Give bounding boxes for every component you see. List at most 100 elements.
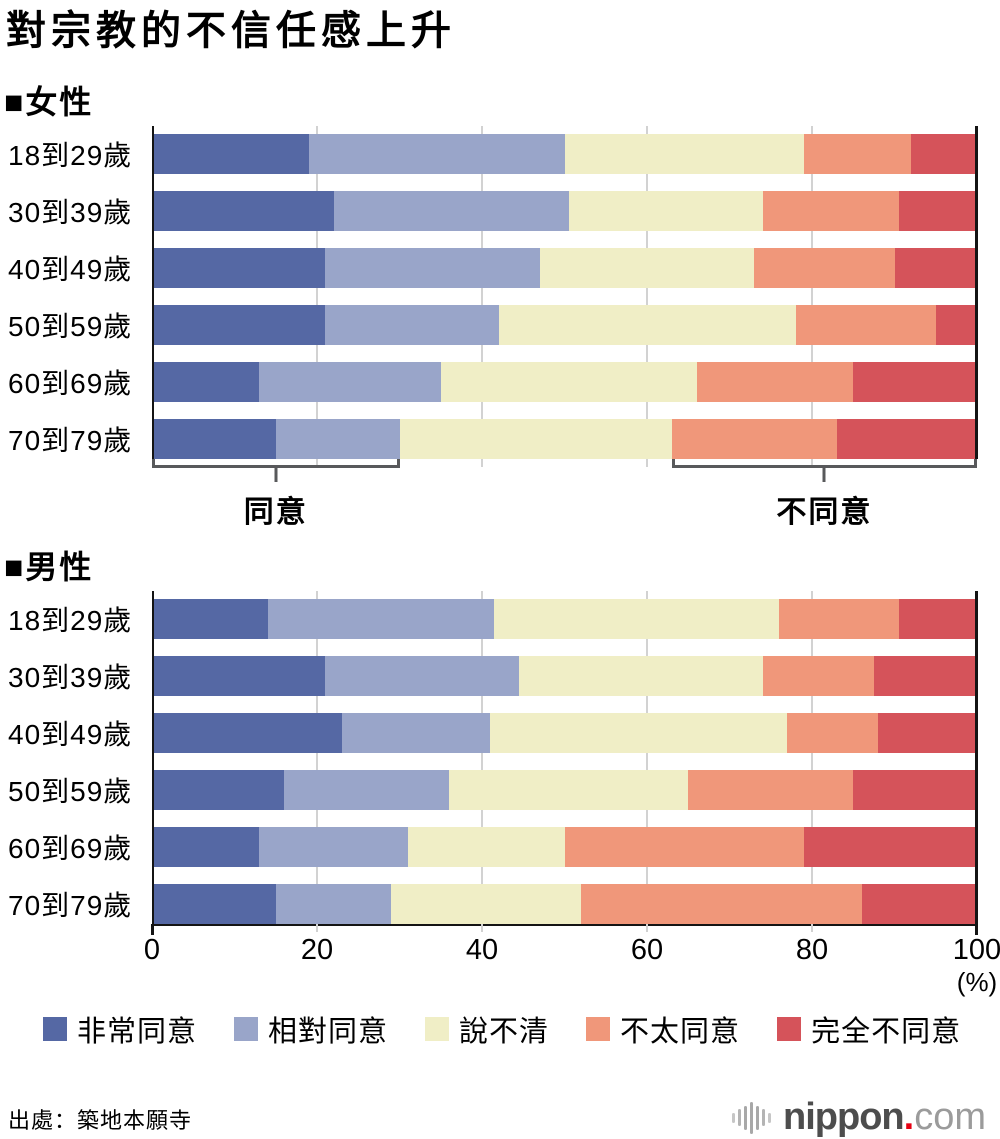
tick-label-0: 0 <box>143 934 161 966</box>
page-title: 對宗教的不信任感上升 <box>6 9 456 53</box>
source-text: 出處：築地本願寺 <box>8 1108 193 1133</box>
female-age-labels: 18到29歲 30到39歲 40到49歲 50到59歲 60到69歲 70到79歲 <box>0 126 152 459</box>
male-chart: 18到29歲 30到39歲 40到49歲 50到59歲 60到69歲 70到79歲 <box>0 591 1000 935</box>
male-section: ■男性 18到29歲 30到39歲 40到49歲 50到59歲 60到69歲 70到79歲… <box>0 549 1000 998</box>
bar-segment <box>152 827 260 867</box>
bar-segment <box>878 713 977 753</box>
disagree-bracket-tick <box>822 465 826 482</box>
bar-segment <box>152 305 326 345</box>
legend-swatch <box>777 1017 802 1041</box>
bar-segment <box>898 191 977 231</box>
bar-segment <box>762 191 899 231</box>
legend-label: 不太同意 <box>620 1016 741 1048</box>
bar-segment <box>341 713 491 753</box>
age-label: 18到29歲 <box>8 140 133 171</box>
bar-segment <box>152 599 268 639</box>
bar-segment <box>325 305 499 345</box>
gridlines <box>152 591 977 932</box>
gridline-40 <box>481 126 483 467</box>
tick-label-80: 80 <box>795 934 829 966</box>
age-label: 50到59歲 <box>8 311 133 342</box>
tick-label-100: 100 <box>952 934 1000 966</box>
legend-swatch <box>43 1017 67 1041</box>
female-section: ■女性 18到29歲 30到39歲 40到49歲 50到59歲 60到69歲 70到79歲… <box>0 84 1000 533</box>
legend-label: 完全不同意 <box>811 1016 962 1048</box>
bar-segment <box>267 599 495 639</box>
bar-row <box>152 362 977 402</box>
bar-segment <box>935 305 977 345</box>
bar-segment <box>152 656 326 696</box>
legend-item: 說不清 <box>425 1008 549 1050</box>
bar-segment <box>564 134 804 174</box>
bar-segment <box>259 827 408 867</box>
agree-label: 同意 <box>243 496 308 529</box>
bar-segment <box>688 770 854 810</box>
age-label: 70到79歲 <box>8 890 133 921</box>
bar-segment <box>581 884 862 924</box>
logo-dot: . <box>903 1096 915 1138</box>
bar-segment <box>494 599 779 639</box>
waveform-icon <box>732 1101 772 1135</box>
bar-segment <box>498 305 796 345</box>
disagree-bracket: 不同意 <box>671 459 977 529</box>
tick-label-40: 40 <box>465 934 499 966</box>
bar-segment <box>519 656 763 696</box>
age-label: 30到39歲 <box>8 662 133 693</box>
legend-swatch <box>586 1017 611 1041</box>
bar-segment <box>152 134 309 174</box>
legend-label: 相對同意 <box>268 1016 389 1048</box>
bar-row <box>152 599 977 639</box>
female-header: ■女性 <box>4 84 94 120</box>
bar-segment <box>259 362 441 402</box>
bar-segment <box>803 827 977 867</box>
legend-item: 完全不同意 <box>777 1008 961 1050</box>
bar-segment <box>152 419 276 459</box>
bar-row <box>152 191 977 231</box>
logo-brand: nippon <box>783 1096 905 1138</box>
bar-segment <box>308 134 565 174</box>
agree-bracket: 同意 <box>152 459 400 529</box>
bar-row <box>152 713 977 753</box>
bracket-annotations: 同意 不同意 <box>152 459 977 533</box>
bar-segment <box>490 713 788 753</box>
bar-segment <box>779 599 899 639</box>
gridline-60 <box>646 591 648 932</box>
bar-segment <box>152 770 284 810</box>
bar-segment <box>152 362 260 402</box>
bar-row <box>152 305 977 345</box>
bar-segment <box>325 656 520 696</box>
legend-swatch <box>425 1017 450 1041</box>
bar-segment <box>795 305 936 345</box>
tick-label-60: 60 <box>630 934 664 966</box>
bar-segment <box>152 248 326 288</box>
female-bars <box>152 134 977 459</box>
bar-segment <box>762 656 874 696</box>
bar-row <box>152 656 977 696</box>
bar-segment <box>853 362 977 402</box>
nippon-logo: nippon. com <box>732 1096 992 1139</box>
legend-swatch <box>234 1017 259 1041</box>
bar-segment <box>873 656 977 696</box>
x-axis: 0 20 40 60 80 100 (%) <box>144 926 1000 998</box>
logo-suffix: com <box>914 1096 986 1138</box>
bar-segment <box>696 362 854 402</box>
bar-segment <box>325 248 540 288</box>
bar-segment <box>568 191 763 231</box>
gridline-80 <box>811 126 813 467</box>
bar-segment <box>284 770 449 810</box>
bar-segment <box>803 134 911 174</box>
male-header: ■男性 <box>4 549 94 585</box>
bar-row <box>152 248 977 288</box>
bar-segment <box>449 770 689 810</box>
age-label: 70到79歲 <box>8 425 133 456</box>
age-label: 50到59歲 <box>8 776 133 807</box>
bar-segment <box>275 419 400 459</box>
bar-row <box>152 770 977 810</box>
bar-segment <box>836 419 977 459</box>
gridline-20 <box>316 591 318 932</box>
legend: 非常同意 相對同意 說不清 不太同意 完全不同意 <box>43 1008 1000 1050</box>
age-label: 30到39歲 <box>8 197 133 228</box>
bar-segment <box>275 884 392 924</box>
agree-bracket-tick <box>274 465 278 482</box>
bar-segment <box>152 884 276 924</box>
